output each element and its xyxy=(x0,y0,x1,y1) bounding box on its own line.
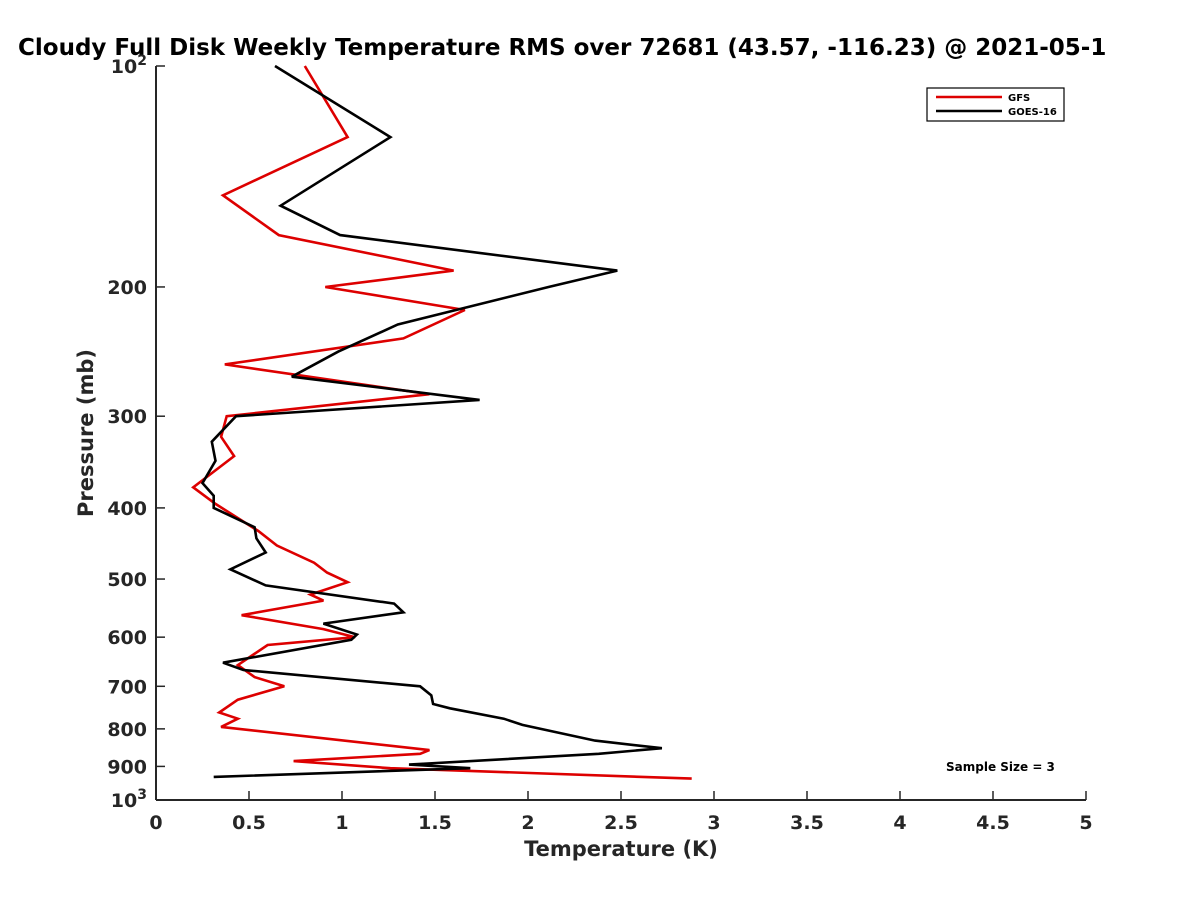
x-tick-label: 3.5 xyxy=(790,812,824,834)
y-axis-label: Pressure (mb) xyxy=(74,349,98,517)
x-tick-label: 2 xyxy=(521,812,534,834)
x-tick-label: 1 xyxy=(335,812,348,834)
y-tick-label: 400 xyxy=(107,498,147,520)
x-tick-label: 3 xyxy=(707,812,720,834)
x-tick-label: 0.5 xyxy=(232,812,266,834)
y-tick-label: 800 xyxy=(107,719,147,741)
y-tick-label: 700 xyxy=(107,676,147,698)
x-tick-label: 4 xyxy=(893,812,906,834)
legend-label-goes16: GOES-16 xyxy=(1008,107,1057,118)
x-tick-label: 2.5 xyxy=(604,812,638,834)
data-series xyxy=(191,64,692,780)
y-tick-label: 300 xyxy=(107,406,147,428)
x-axis-label: Temperature (K) xyxy=(524,837,718,861)
x-tick-label: 4.5 xyxy=(976,812,1010,834)
legend-label-gfs: GFS xyxy=(1008,93,1030,104)
legend: GFS GOES-16 xyxy=(926,87,1065,122)
y-tick-label: 102 xyxy=(111,53,147,78)
sample-size-annotation: Sample Size = 3 xyxy=(946,760,1055,774)
y-tick-label: 600 xyxy=(107,627,147,649)
y-tick-label: 103 xyxy=(111,787,147,812)
chart-title: Cloudy Full Disk Weekly Temperature RMS … xyxy=(18,35,1106,61)
x-tick-label: 1.5 xyxy=(418,812,452,834)
x-axis-ticks: 0 0.5 1 1.5 2 2.5 3 3.5 4 4.5 5 xyxy=(149,791,1093,834)
y-tick-label: 500 xyxy=(107,569,147,591)
series-line-goes16 xyxy=(200,64,663,779)
x-tick-label: 5 xyxy=(1079,812,1092,834)
series-line-gfs xyxy=(191,65,692,780)
y-axis-ticks: 102 200 300 400 500 600 700 800 900 103 xyxy=(107,53,165,812)
legend-box xyxy=(926,87,1065,122)
y-tick-label: 200 xyxy=(107,277,147,299)
y-tick-label: 900 xyxy=(107,756,147,778)
x-tick-label: 0 xyxy=(149,812,162,834)
